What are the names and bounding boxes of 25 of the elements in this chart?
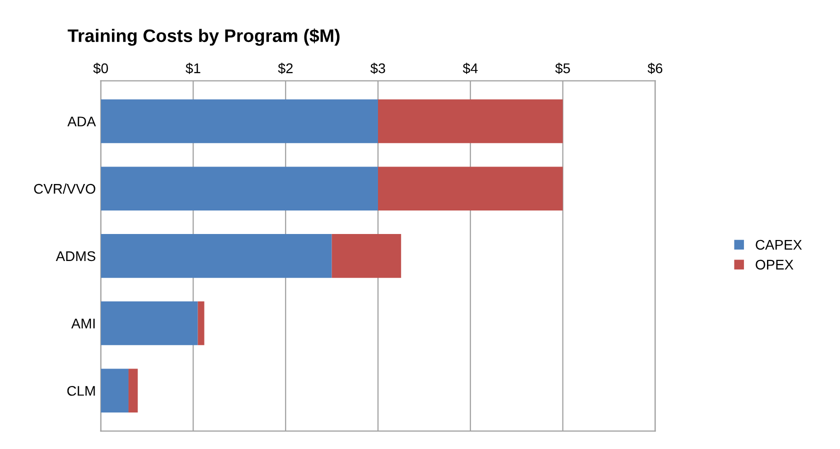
x-tick-label: $6 (648, 62, 662, 74)
y-tick-label: AMI (71, 318, 95, 328)
bar (332, 234, 402, 278)
y-tick-label: ADMS (56, 251, 96, 262)
chart-title: Training Costs by Program ($M) (68, 28, 340, 46)
y-tick-label: ADA (67, 116, 96, 126)
legend-label: CAPEX (756, 240, 802, 250)
bar (100, 368, 129, 413)
y-tick-label: CLM (67, 386, 95, 396)
x-tick-label: $1 (186, 62, 200, 74)
x-tick-label: $0 (93, 62, 108, 74)
y-tick-label: CVR/VVO (34, 184, 96, 194)
x-tick-label: $4 (462, 62, 478, 74)
bar (100, 301, 198, 346)
bar (378, 99, 563, 144)
legend-label: OPEX (756, 260, 794, 270)
bar (198, 301, 204, 346)
bar (128, 368, 138, 413)
bar (100, 166, 378, 210)
x-tick-label: $3 (370, 62, 386, 74)
x-tick-label: $5 (555, 62, 570, 74)
x-tick-label: $2 (278, 62, 293, 74)
bar (378, 166, 563, 210)
bar (100, 99, 378, 144)
bar (100, 234, 332, 278)
